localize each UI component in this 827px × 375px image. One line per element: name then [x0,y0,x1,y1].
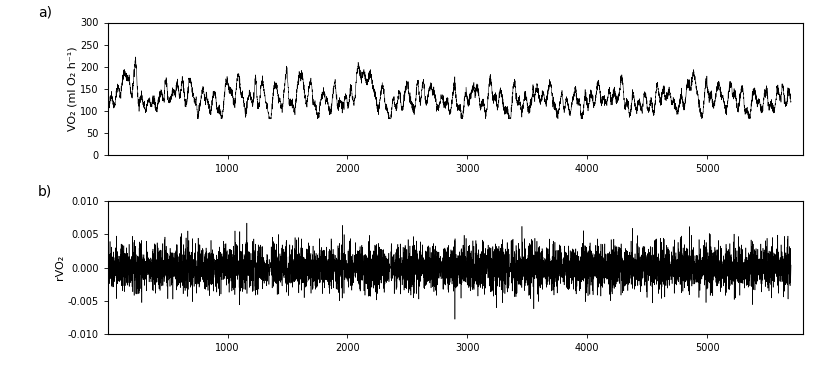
Y-axis label: VO₂ (ml O₂ h⁻¹): VO₂ (ml O₂ h⁻¹) [67,46,77,131]
Text: b): b) [38,184,52,199]
Text: a): a) [38,6,52,20]
Y-axis label: rVO₂: rVO₂ [55,255,65,280]
